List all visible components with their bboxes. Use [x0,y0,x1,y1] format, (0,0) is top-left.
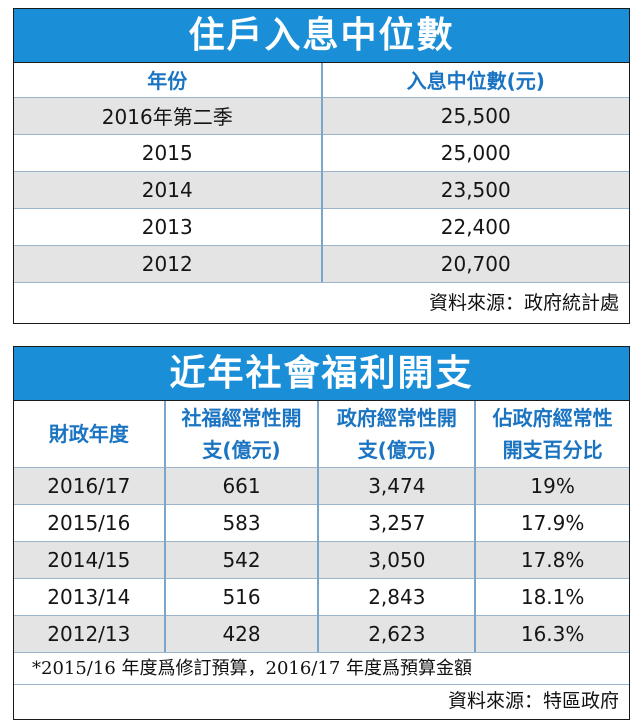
table-row: 2014/15 542 3,050 17.8% [14,541,629,578]
header-line: 財政年度 [48,421,129,446]
cell-government: 2,843 [318,578,477,615]
column-header-percentage: 佔政府經常性 開支百分比 [475,401,629,467]
cell-fiscal-year: 2016/17 [14,467,166,504]
header-line: 開支百分比 [502,437,603,462]
table-row: 2015/16 583 3,257 17.9% [14,504,629,541]
cell-year: 2013 [14,208,323,245]
cell-government: 2,623 [318,615,477,652]
cell-income: 23,500 [321,171,629,208]
cell-percentage: 17.9% [475,504,629,541]
welfare-spending-table: 財政年度 社福經常性開 支(億元) 政府經常性開 支(億元) 佔政府經常性 開支… [14,401,629,652]
column-header-year: 年份 [14,63,323,97]
cell-welfare: 428 [164,615,320,652]
table-row: 2013/14 516 2,843 18.1% [14,578,629,615]
cell-year: 2014 [14,171,323,208]
cell-income: 25,500 [321,97,629,134]
household-income-panel: 住戶入息中位數 年份 入息中位數(元) 2016年第二季 25,500 2015… [13,8,630,324]
cell-year: 2016年第二季 [14,97,323,134]
table-row: 2015 25,000 [14,134,629,171]
header-line: 社福經常性開 [181,405,302,430]
cell-percentage: 19% [475,467,629,504]
welfare-spending-title: 近年社會福利開支 [14,347,629,401]
cell-fiscal-year: 2014/15 [14,541,166,578]
cell-year: 2012 [14,245,323,282]
cell-fiscal-year: 2013/14 [14,578,166,615]
cell-government: 3,474 [318,467,477,504]
cell-welfare: 542 [164,541,320,578]
footnote: *2015/16 年度爲修訂預算，2016/17 年度爲預算金額 [14,652,629,684]
column-header-median-income: 入息中位數(元) [321,63,629,97]
table-row: 2012 20,700 [14,245,629,282]
cell-percentage: 17.8% [475,541,629,578]
cell-welfare: 516 [164,578,320,615]
cell-income: 25,000 [321,134,629,171]
header-row: 財政年度 社福經常性開 支(億元) 政府經常性開 支(億元) 佔政府經常性 開支… [14,401,629,467]
column-header-government-spending: 政府經常性開 支(億元) [318,401,477,467]
cell-fiscal-year: 2012/13 [14,615,166,652]
column-header-fiscal-year: 財政年度 [14,401,166,467]
table-row: 2013 22,400 [14,208,629,245]
column-header-welfare-spending: 社福經常性開 支(億元) [164,401,320,467]
household-income-table: 年份 入息中位數(元) 2016年第二季 25,500 2015 25,000 … [14,63,629,282]
cell-percentage: 18.1% [475,578,629,615]
header-line: 佔政府經常性 [492,405,613,430]
cell-percentage: 16.3% [475,615,629,652]
welfare-spending-panel: 近年社會福利開支 財政年度 社福經常性開 支(億元) 政府經常性開 支(億元) … [13,346,630,720]
source-note: 資料來源：政府統計處 [14,282,629,323]
cell-welfare: 583 [164,504,320,541]
header-line: 支(億元) [202,437,281,462]
cell-fiscal-year: 2015/16 [14,504,166,541]
table-row: 2016/17 661 3,474 19% [14,467,629,504]
cell-government: 3,257 [318,504,477,541]
table-row: 2012/13 428 2,623 16.3% [14,615,629,652]
header-line: 支(億元) [357,437,436,462]
household-income-title: 住戶入息中位數 [14,9,629,63]
cell-government: 3,050 [318,541,477,578]
header-row: 年份 入息中位數(元) [14,63,629,97]
table-row: 2016年第二季 25,500 [14,97,629,134]
source-note: 資料來源：特區政府 [14,684,629,717]
cell-income: 22,400 [321,208,629,245]
cell-income: 20,700 [321,245,629,282]
cell-year: 2015 [14,134,323,171]
table-row: 2014 23,500 [14,171,629,208]
header-line: 政府經常性開 [336,405,457,430]
cell-welfare: 661 [164,467,320,504]
